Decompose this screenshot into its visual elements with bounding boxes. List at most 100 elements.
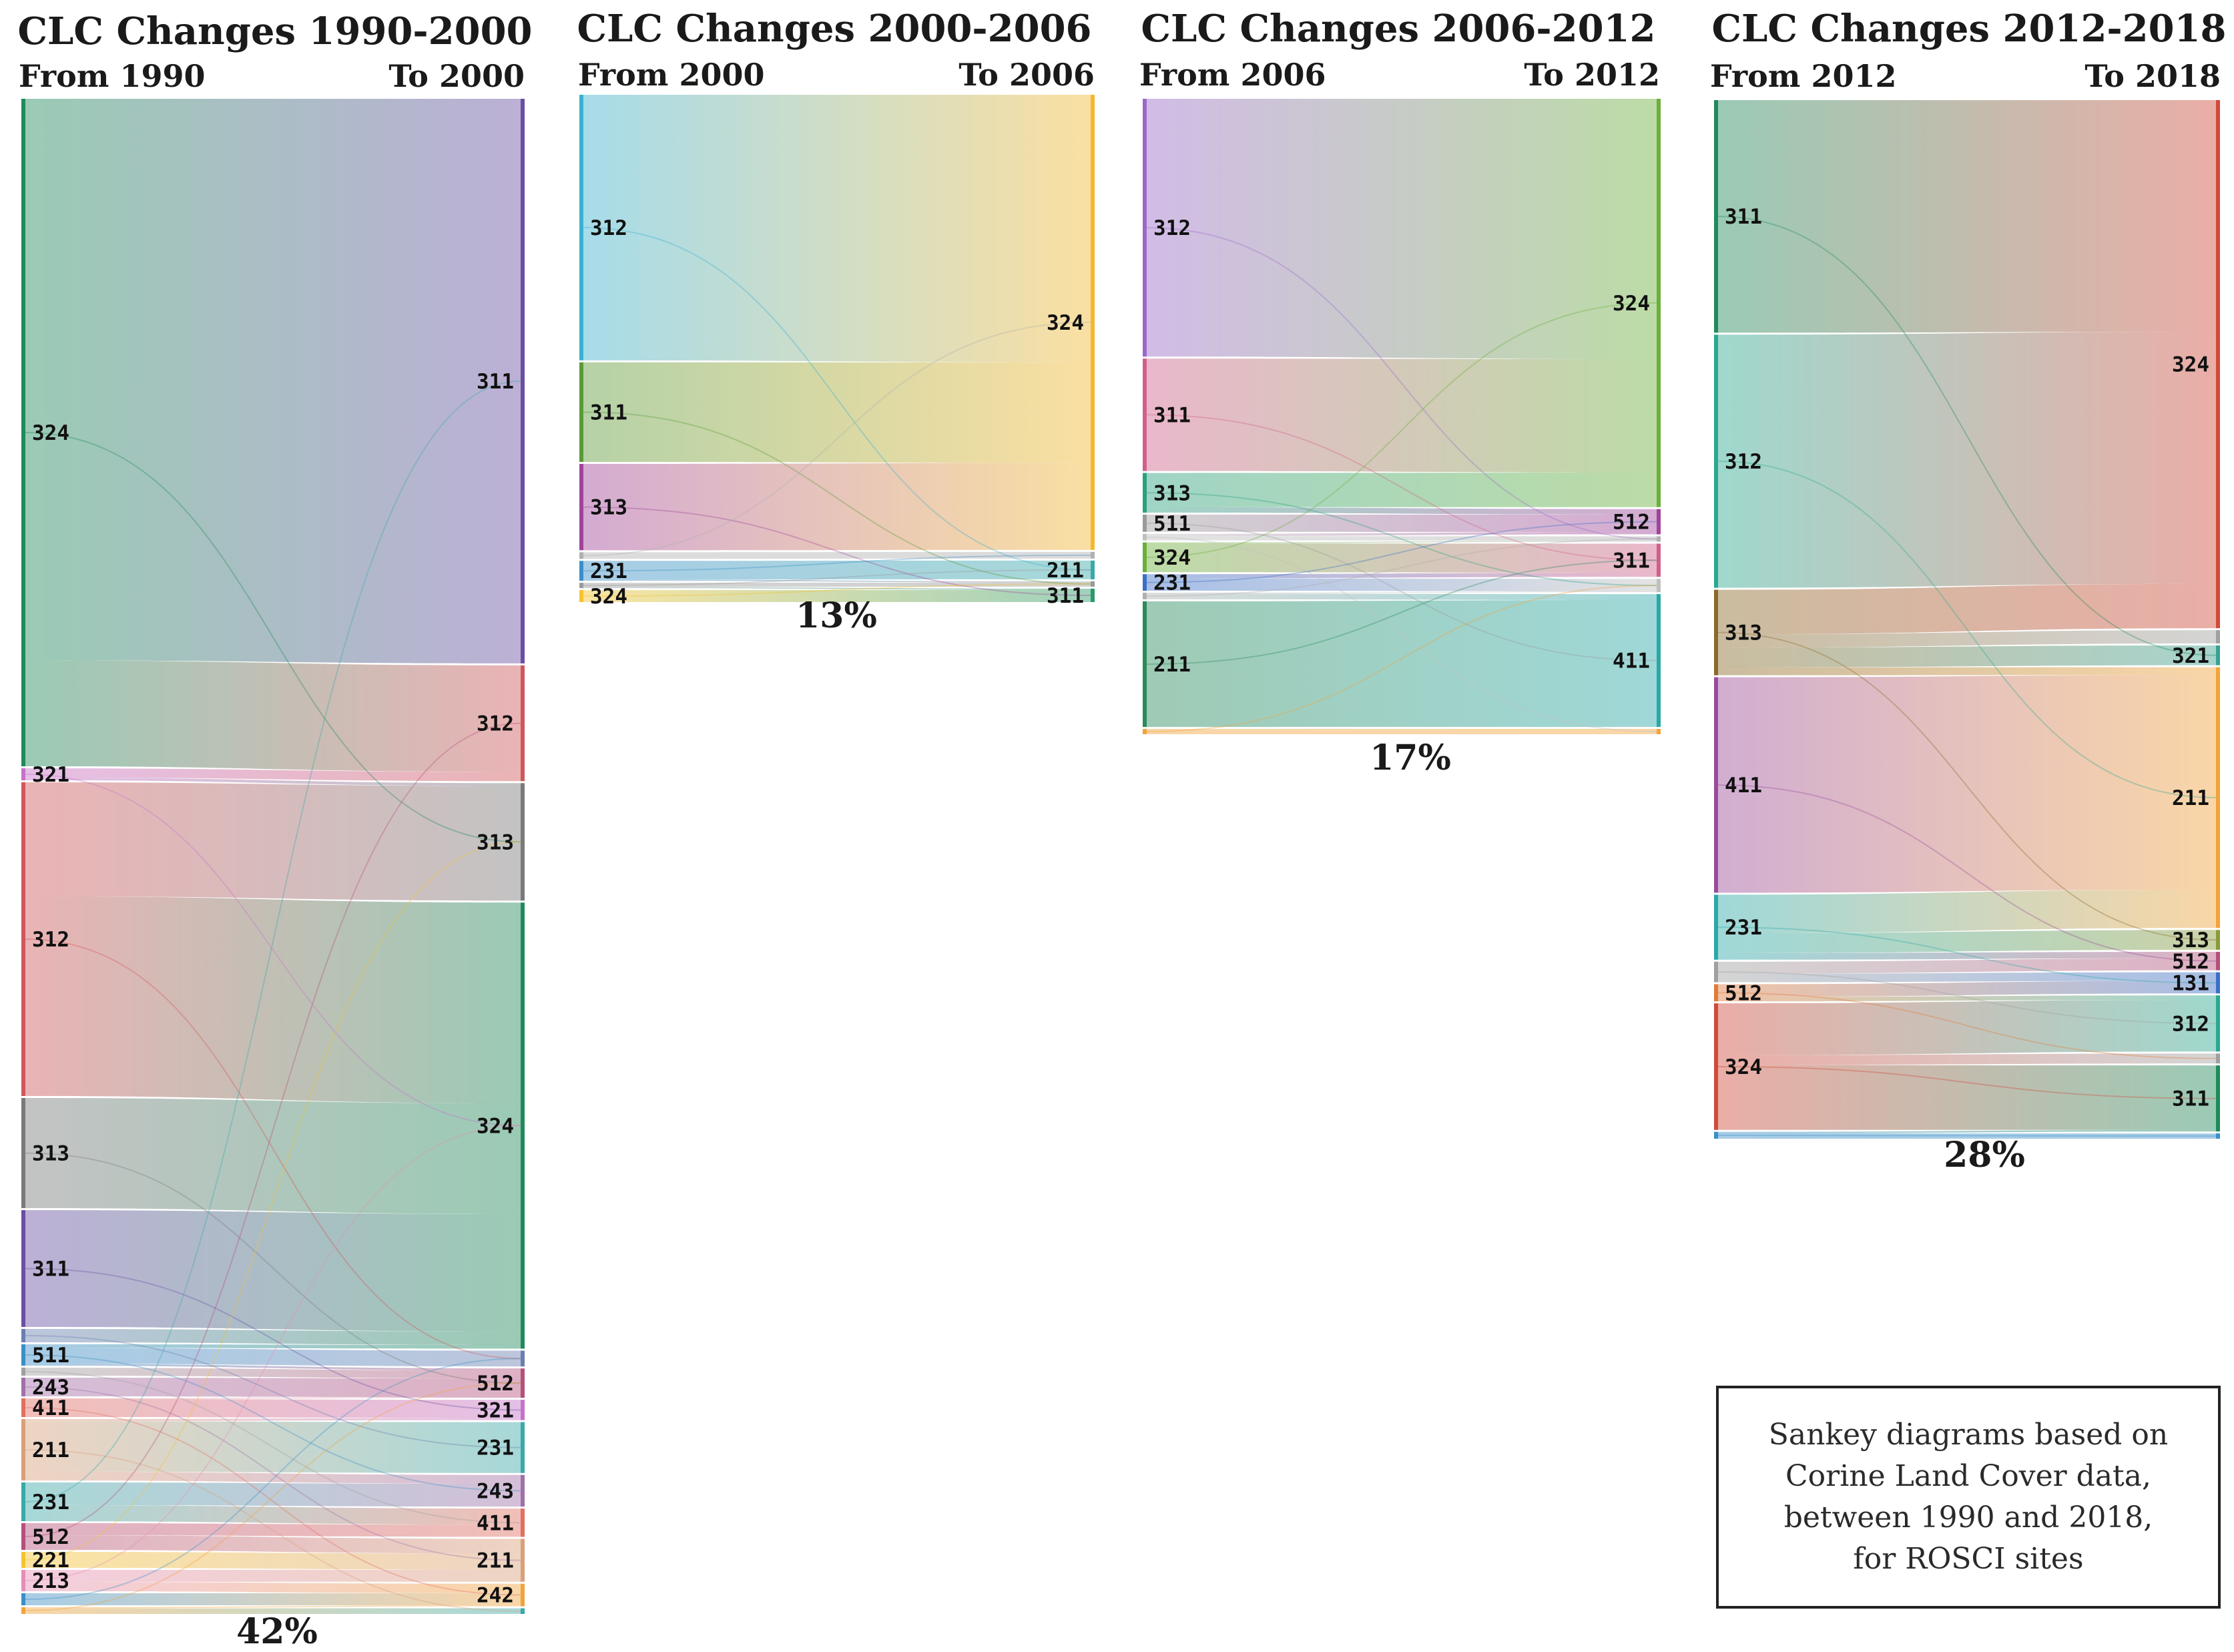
flow-213-to-242 <box>25 1581 521 1593</box>
flow-312-to-324 <box>25 896 521 1104</box>
target-node-label: 324 <box>477 1114 514 1138</box>
flow-line <box>1146 414 1657 561</box>
legend-line: Sankey diagrams based on <box>1768 1418 2169 1452</box>
source-node-213 <box>21 1570 25 1591</box>
target-node-211 <box>2216 667 2220 928</box>
flow-line <box>25 1152 521 1384</box>
target-node-311 <box>1091 588 1095 602</box>
source-node-324 <box>1714 1003 1718 1130</box>
target-node-label: 312 <box>477 712 514 736</box>
source-node-313 <box>1143 473 1147 513</box>
source-node-label: 231 <box>590 559 627 583</box>
flow-line <box>583 411 1091 585</box>
flow-line <box>1717 971 2217 1025</box>
source-node-label: 221 <box>32 1549 69 1573</box>
flow-313-to-512 <box>1147 507 1657 515</box>
source-node-324 <box>21 99 25 766</box>
source-node-211 <box>1143 601 1147 728</box>
flow-211-to-411 <box>1147 600 1657 728</box>
flow-other-to-other <box>1718 1133 2216 1139</box>
node-group: 3113123134112315123243243212113135121313… <box>1714 100 2220 1139</box>
legend-line: Corine Land Cover data, <box>1785 1459 2151 1493</box>
flow-313-to-321 <box>1718 645 2216 667</box>
to-label: To 2006 <box>958 57 1095 93</box>
flow-line <box>583 321 1091 557</box>
flow-line <box>1146 302 1657 558</box>
source-node-512 <box>1714 984 1718 1002</box>
source-node-label: 313 <box>590 496 627 520</box>
flow-line <box>25 1268 521 1411</box>
target-node-131 <box>2216 972 2220 994</box>
flow-324-to-311 <box>1718 1065 2216 1130</box>
flow-312-to-324 <box>1147 99 1657 359</box>
source-node-231 <box>1714 894 1718 960</box>
source-node-minor <box>1143 729 1147 734</box>
flow-231-to-313 <box>1718 930 2216 953</box>
node-group: 3243213123133115112434112112315122212133… <box>21 99 525 1614</box>
target-node-label: 211 <box>2172 786 2209 810</box>
target-node-label: 321 <box>477 1398 514 1422</box>
target-node-label: 411 <box>477 1511 514 1535</box>
flow-411-to-321 <box>25 1398 521 1418</box>
legend-text: Sankey diagrams based on Corine Land Cov… <box>1769 1414 2168 1580</box>
diagram-title: CLC Changes 1990-2000 <box>17 9 532 53</box>
flow-411-to-512 <box>25 1397 521 1399</box>
flow-313-to-324 <box>583 463 1091 551</box>
source-node-minor <box>579 583 583 589</box>
flow-324-to-311 <box>583 589 1091 602</box>
target-node-label: 311 <box>1047 584 1084 608</box>
flow-line <box>25 1371 521 1524</box>
source-node-313 <box>579 464 583 551</box>
flow-311-to-324 <box>1718 100 2216 333</box>
source-node-511 <box>1143 515 1147 532</box>
source-node-231 <box>21 1482 25 1521</box>
source-node-311 <box>579 362 583 463</box>
source-node-minor <box>579 552 583 559</box>
target-node-311 <box>521 99 525 663</box>
target-node-minor <box>2216 1053 2220 1064</box>
flow-511-to-512 <box>1147 515 1657 532</box>
source-node-312 <box>579 95 583 360</box>
source-node-313 <box>21 1098 25 1208</box>
target-node-231 <box>521 1422 525 1473</box>
target-node-321 <box>2216 645 2220 665</box>
flow-512-to-131 <box>1718 981 2216 997</box>
flow-324-to-311 <box>1147 543 1657 573</box>
source-node-211 <box>21 1419 25 1480</box>
target-node-label: 321 <box>2172 644 2209 668</box>
flow-321-to-313 <box>25 777 521 786</box>
flow-line <box>25 380 521 1502</box>
flow-231-to-311 <box>1147 573 1657 579</box>
target-node-minor <box>2216 630 2220 643</box>
flow-line <box>25 1386 521 1561</box>
target-node-324 <box>521 902 525 1349</box>
target-node-label: 211 <box>477 1549 514 1573</box>
flow-other-to-other <box>583 551 1091 559</box>
flow-line <box>25 1335 521 1448</box>
from-label: From 2000 <box>578 57 764 93</box>
target-node-label: 242 <box>477 1584 514 1608</box>
flow-other-to-512 <box>25 1368 521 1379</box>
flow-231-to-211 <box>1718 889 2216 934</box>
flow-512-to-411 <box>25 1523 521 1537</box>
source-node-221 <box>21 1552 25 1568</box>
target-node-minor <box>1091 581 1095 587</box>
target-node-label: 312 <box>2172 1012 2209 1036</box>
target-node-324 <box>1091 95 1095 550</box>
target-node-minor <box>2216 1133 2220 1139</box>
target-node-label: 512 <box>2172 950 2209 974</box>
flow-line <box>1717 784 2217 962</box>
target-node-311 <box>2216 1065 2220 1132</box>
source-node-label: 231 <box>1153 571 1191 595</box>
target-node-label: 512 <box>1613 511 1650 535</box>
target-node-label: 211 <box>1047 559 1084 583</box>
sankey-diagram-2006-2012: CLC Changes 2006-2012 From 2006 To 2012 … <box>1139 7 1661 778</box>
source-node-311 <box>1143 358 1147 471</box>
target-node-label: 243 <box>477 1479 514 1503</box>
target-node-512 <box>521 1368 525 1398</box>
target-node-242 <box>521 1583 525 1607</box>
target-node-minor <box>521 1350 525 1367</box>
target-node-label: 313 <box>477 830 514 854</box>
